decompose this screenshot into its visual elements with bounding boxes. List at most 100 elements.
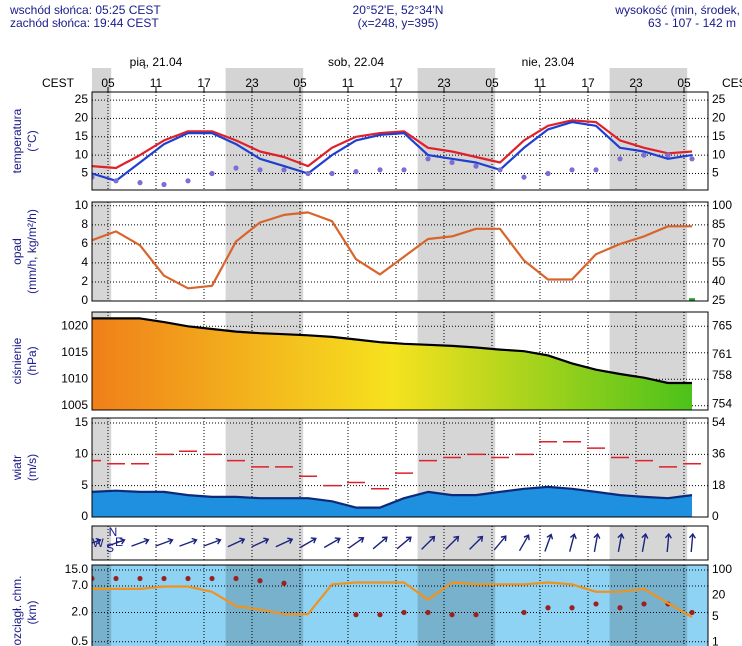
axis-label: wiatr xyxy=(10,455,24,481)
dot xyxy=(449,612,455,618)
dot xyxy=(257,167,263,173)
line xyxy=(92,581,693,618)
axis-label: (km) xyxy=(25,601,39,625)
dot xyxy=(521,609,527,616)
y-tick-label: 2.0 xyxy=(71,605,88,619)
y-tick-label: 1020 xyxy=(61,318,88,332)
night-shade xyxy=(417,202,496,301)
dot xyxy=(377,612,383,618)
dot xyxy=(641,601,647,607)
y-tick-label: 10 xyxy=(75,447,89,461)
dot xyxy=(92,575,95,582)
dot xyxy=(401,167,407,173)
dot xyxy=(593,167,599,173)
panel-plot xyxy=(92,565,708,646)
wind-arrow xyxy=(569,533,577,552)
y2-tick-label: 754 xyxy=(712,396,732,410)
dot xyxy=(665,152,671,158)
wind-arrow xyxy=(299,537,317,549)
y-tick-label: 2 xyxy=(81,274,88,288)
panel-border xyxy=(91,91,709,191)
wind-arrow xyxy=(107,537,126,547)
y2-tick-label: 10 xyxy=(712,147,726,161)
area xyxy=(92,486,692,517)
dot xyxy=(593,601,599,607)
night-shade xyxy=(417,68,496,92)
panel-background xyxy=(92,202,708,301)
y-tick-label: 6 xyxy=(81,236,88,250)
night-shade xyxy=(92,526,112,560)
day-label: pią, 21.04 xyxy=(130,55,183,69)
night-shade xyxy=(609,565,688,646)
dot xyxy=(185,178,191,184)
dot xyxy=(497,167,503,173)
dot xyxy=(521,174,527,180)
timezone: CEST xyxy=(722,76,742,90)
y-tick-label: 0 xyxy=(81,509,88,523)
y2-tick-label: 1 xyxy=(712,634,719,646)
line xyxy=(92,485,693,509)
dot xyxy=(689,609,695,616)
hour-label: 11 xyxy=(534,76,547,90)
y2-tick-label: 761 xyxy=(712,347,732,361)
y2-tick-label: 15 xyxy=(712,129,726,143)
wind-arrow xyxy=(664,532,672,553)
wind-arrow xyxy=(131,537,150,547)
y2-tick-label: 18 xyxy=(712,478,726,492)
dot xyxy=(233,165,239,171)
wind-arrow xyxy=(544,533,554,552)
timezone: CEST xyxy=(42,76,75,90)
line xyxy=(92,121,693,182)
y2-tick-label: 5 xyxy=(712,166,719,180)
y-tick-label: 10 xyxy=(75,198,89,212)
panel-plot xyxy=(92,202,708,301)
night-shade xyxy=(92,202,112,301)
dot xyxy=(257,578,263,584)
axis-label: ciśnienie xyxy=(10,337,24,384)
dot xyxy=(137,575,143,582)
y-tick-label: 4 xyxy=(81,255,88,269)
grid-point: (x=248, y=395) xyxy=(358,16,439,30)
y2-tick-label: 100 xyxy=(712,198,732,212)
night-shade xyxy=(92,68,112,92)
panel-border xyxy=(91,311,709,411)
axis-label: opad xyxy=(10,238,24,265)
y2-tick-label: 55 xyxy=(712,255,726,269)
y2-tick-label: 100 xyxy=(712,562,732,576)
night-shade xyxy=(609,68,688,92)
night-shade xyxy=(417,92,496,190)
y-tick-label: 10 xyxy=(75,147,89,161)
dot xyxy=(617,605,623,611)
y2-tick-label: 758 xyxy=(712,368,732,382)
dot xyxy=(401,609,407,616)
hour-label: 05 xyxy=(677,76,691,90)
sunset: zachód słońca: 19:44 CEST xyxy=(10,16,159,30)
dot xyxy=(449,159,455,166)
day-label: sob, 22.04 xyxy=(328,55,384,69)
elevation-values: 63 - 107 - 142 m xyxy=(648,16,736,30)
dot xyxy=(377,167,383,173)
hour-label: 11 xyxy=(150,76,163,90)
elevation-title: wysokość (min, środek, xyxy=(614,3,740,17)
hour-label: 17 xyxy=(197,76,211,90)
dot xyxy=(425,609,431,616)
night-shade xyxy=(92,565,112,646)
y2-tick-label: 765 xyxy=(712,318,732,332)
panel xyxy=(91,564,709,646)
axis-label: (hPa) xyxy=(25,346,39,375)
coordinates: 20°52'E, 52°34'N xyxy=(353,3,444,17)
axis-label: (°C) xyxy=(25,130,39,151)
y-tick-label: 15.0 xyxy=(65,562,89,576)
sunrise: wschód słońca: 05:25 CEST xyxy=(9,3,161,17)
line xyxy=(92,317,692,385)
y-tick-label: 15 xyxy=(75,129,89,143)
day-label: nie, 23.04 xyxy=(522,55,575,69)
dot xyxy=(353,169,359,175)
wind-arrow xyxy=(445,535,460,550)
y-tick-label: 8 xyxy=(81,217,88,231)
hour-label: 23 xyxy=(629,76,643,90)
wind-arrow xyxy=(323,537,341,549)
panel xyxy=(91,311,709,411)
dot xyxy=(209,170,215,177)
